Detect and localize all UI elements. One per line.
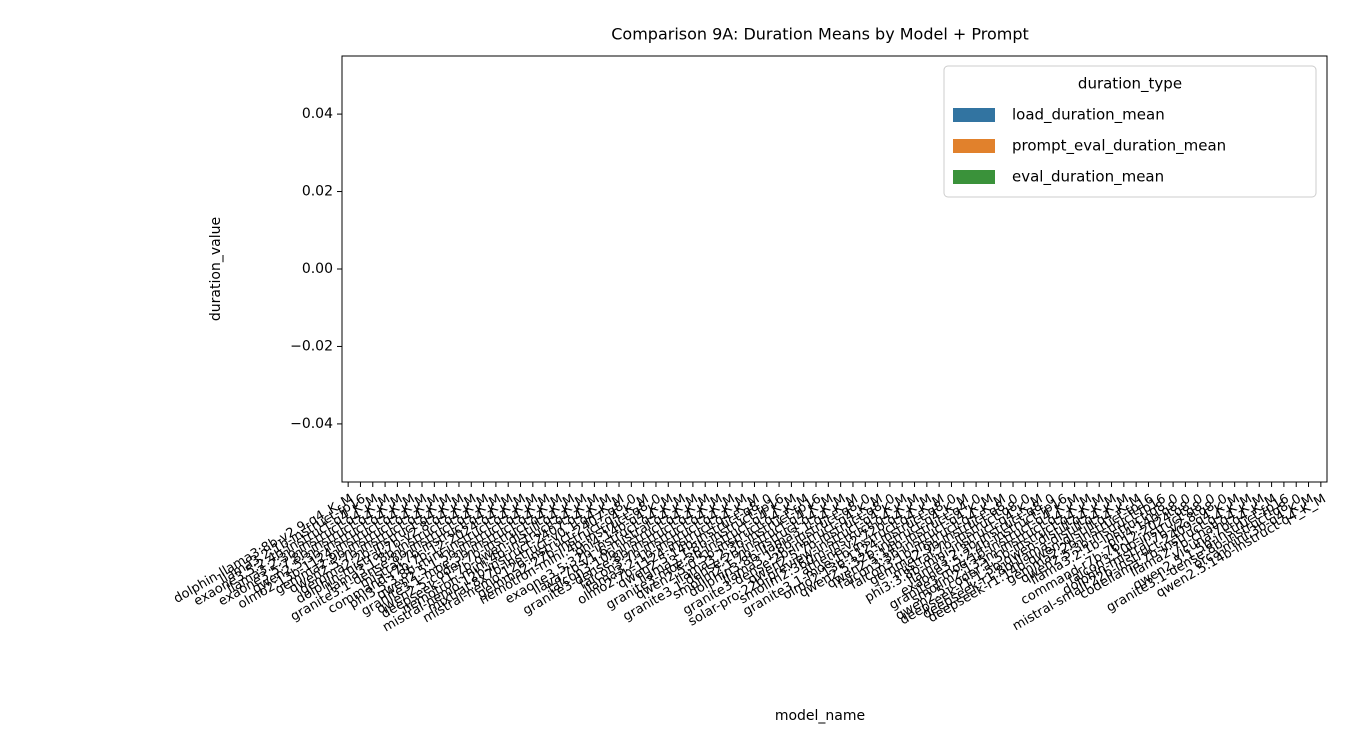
plot-frame bbox=[341, 55, 1328, 483]
y-axis-label: duration_value bbox=[208, 217, 224, 321]
y-tick-label: −0.04 bbox=[290, 416, 333, 432]
legend-swatch bbox=[953, 139, 995, 153]
legend-label: load_duration_mean bbox=[1012, 106, 1165, 125]
y-tick-label: 0.02 bbox=[302, 184, 333, 200]
y-tick-label: 0.04 bbox=[302, 106, 333, 122]
x-axis-label: model_name bbox=[775, 708, 865, 724]
legend-box bbox=[943, 65, 1317, 198]
y-tick-label: 0.00 bbox=[302, 261, 333, 277]
legend-label: prompt_eval_duration_mean bbox=[1012, 137, 1226, 156]
legend-swatch bbox=[953, 170, 995, 184]
legend-swatch bbox=[953, 108, 995, 122]
y-tick-label: −0.02 bbox=[290, 338, 333, 354]
chart-title: Comparison 9A: Duration Means by Model +… bbox=[611, 25, 1029, 44]
legend-title: duration_type bbox=[1078, 75, 1182, 94]
legend-label: eval_duration_mean bbox=[1012, 168, 1164, 187]
